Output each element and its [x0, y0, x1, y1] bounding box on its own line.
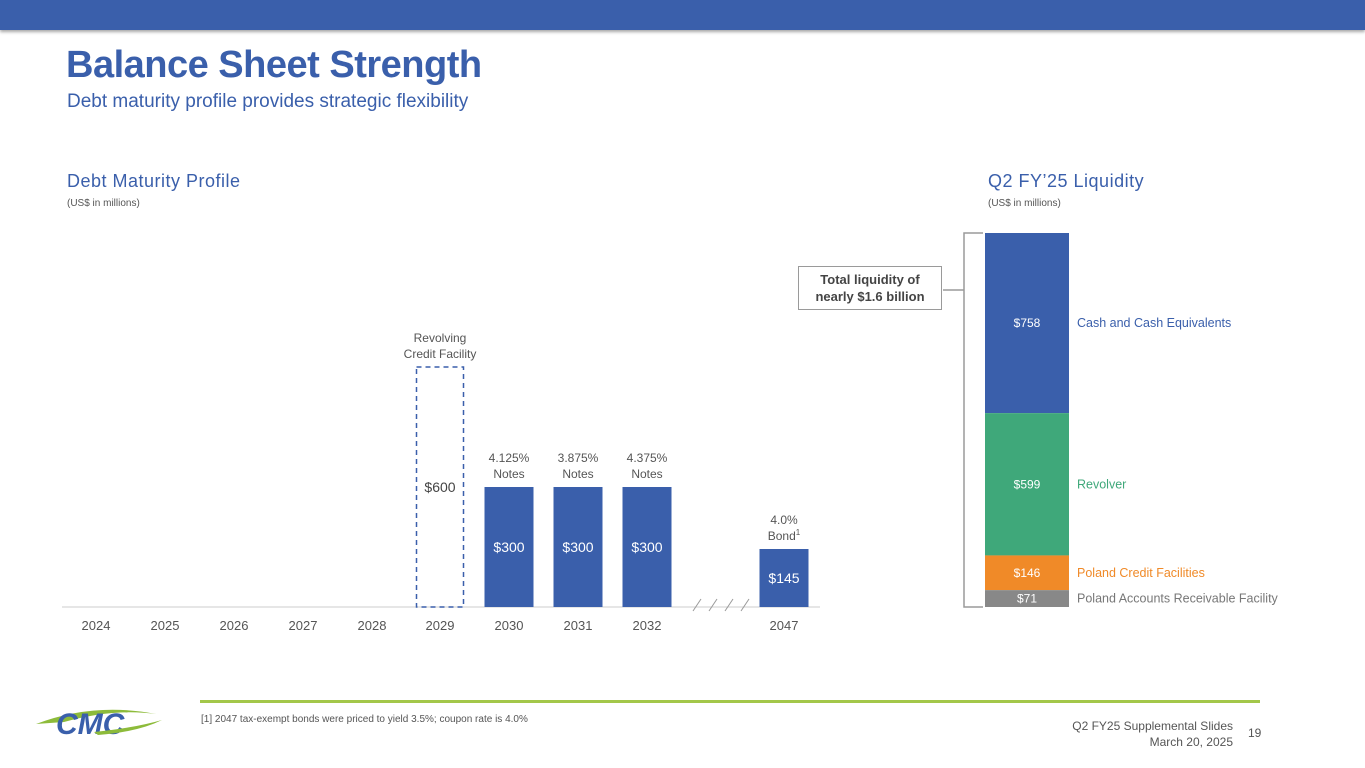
bar-value-2032: $300 — [631, 539, 662, 555]
bar-2047 — [759, 549, 809, 607]
bar-label-2030-line1: 4.125% — [489, 451, 530, 465]
axis-break-mark-3 — [740, 598, 750, 612]
footer-rule — [200, 700, 1260, 703]
logo-text: CMC — [56, 708, 126, 741]
bar-label-2029-line2: Credit Facility — [404, 347, 477, 361]
page-number: 19 — [1248, 726, 1262, 740]
bar-2031 — [553, 487, 603, 607]
bar-2032 — [622, 487, 672, 607]
liquidity-value-poland-credit-facilities: $146 — [1014, 566, 1041, 580]
axis-break-mark-1 — [708, 598, 718, 612]
liquidity-chart-title: Q2 FY’25 Liquidity — [988, 171, 1145, 191]
liquidity-value-cash-and-cash-equivalents: $758 — [1014, 316, 1041, 330]
footer-deck-info: Q2 FY25 Supplemental Slides March 20, 20… — [1072, 718, 1233, 750]
x-tick-label-2025: 2025 — [151, 618, 180, 633]
bar-value-2030: $300 — [493, 539, 524, 555]
footnote-marker: 1 — [796, 528, 801, 537]
bar-label-2031-line2: Notes — [562, 467, 593, 481]
debt-chart-title: Debt Maturity Profile — [67, 171, 241, 191]
liquidity-segment-poland-credit-facilities — [985, 555, 1069, 591]
bar-2030 — [484, 487, 534, 607]
x-tick-label-2047: 2047 — [770, 618, 799, 633]
page-subtitle: Debt maturity profile provides strategic… — [67, 91, 469, 112]
bar-label-2032-line2: Notes — [631, 467, 662, 481]
footnote: [1] 2047 tax-exempt bonds were priced to… — [201, 714, 528, 725]
cmc-logo: CMC — [36, 708, 162, 741]
liquidity-legend-cash-and-cash-equivalents: Cash and Cash Equivalents — [1077, 316, 1231, 330]
bar-label-2030-line2: Notes — [493, 467, 524, 481]
debt-chart-units: (US$ in millions) — [67, 198, 140, 209]
x-tick-label-2024: 2024 — [82, 618, 111, 633]
bar-value-2047: $145 — [768, 570, 799, 586]
axis-break-mark-0 — [692, 598, 702, 612]
x-tick-label-2031: 2031 — [564, 618, 593, 633]
x-tick-label-2032: 2032 — [633, 618, 662, 633]
deck-date: March 20, 2025 — [1149, 735, 1233, 749]
callout-line-2: nearly $1.6 billion — [815, 289, 925, 304]
debt-maturity-chart: 2024 2025 2026 2027 2028 2029 $600 Revolving Cre… — [62, 331, 820, 633]
liquidity-bracket — [963, 232, 983, 608]
top-banner — [0, 0, 1365, 30]
deck-name: Q2 FY25 Supplemental Slides — [1072, 719, 1233, 733]
bar-label-2047-line2: Bond1 — [768, 528, 801, 543]
x-tick-label-2026: 2026 — [220, 618, 249, 633]
liquidity-value-revolver: $599 — [1014, 477, 1041, 491]
bar-label-2032-line1: 4.375% — [627, 451, 668, 465]
x-tick-label-2028: 2028 — [358, 618, 387, 633]
bar-value-2031: $300 — [562, 539, 593, 555]
x-tick-label-2029: 2029 — [426, 618, 455, 633]
liquidity-legend-poland-credit-facilities: Poland Credit Facilities — [1077, 566, 1205, 580]
liquidity-legend-poland-accounts-receivable-facility: Poland Accounts Receivable Facility — [1077, 592, 1279, 606]
bar-label-2029-line1: Revolving — [414, 331, 467, 345]
page-title: Balance Sheet Strength — [66, 44, 482, 86]
liquidity-chart: $758 Cash and Cash Equivalents $599 Revolve… — [943, 232, 1279, 608]
bar-value-2029: $600 — [424, 479, 455, 495]
axis-break-mark-2 — [724, 598, 734, 612]
callout-line-1: Total liquidity of — [820, 272, 920, 287]
liquidity-value-poland-accounts-receivable-facility: $71 — [1017, 592, 1037, 606]
liquidity-segment-revolver — [985, 413, 1069, 556]
bar-label-2031-line1: 3.875% — [558, 451, 599, 465]
liquidity-chart-units: (US$ in millions) — [988, 198, 1061, 209]
x-tick-label-2030: 2030 — [495, 618, 524, 633]
liquidity-segment-poland-accounts-receivable-facility — [985, 590, 1069, 607]
bar-2029 — [415, 366, 465, 608]
bar-label-2047-line1: 4.0% — [770, 513, 798, 527]
liquidity-legend-revolver: Revolver — [1077, 477, 1126, 491]
total-liquidity-callout: Total liquidity of nearly $1.6 billion — [798, 266, 942, 310]
liquidity-segment-cash-and-cash-equivalents — [985, 233, 1069, 414]
x-tick-label-2027: 2027 — [289, 618, 318, 633]
